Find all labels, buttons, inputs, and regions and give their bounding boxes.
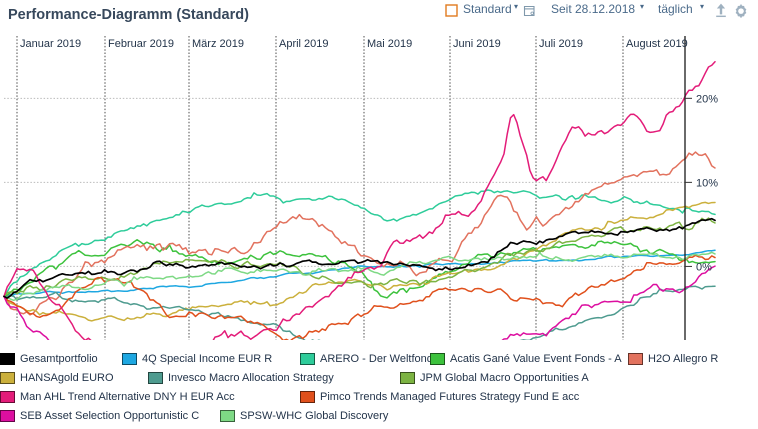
svg-text:20%: 20% <box>696 93 718 105</box>
svg-text:0%: 0% <box>696 261 712 273</box>
svg-text:10%: 10% <box>696 177 718 189</box>
